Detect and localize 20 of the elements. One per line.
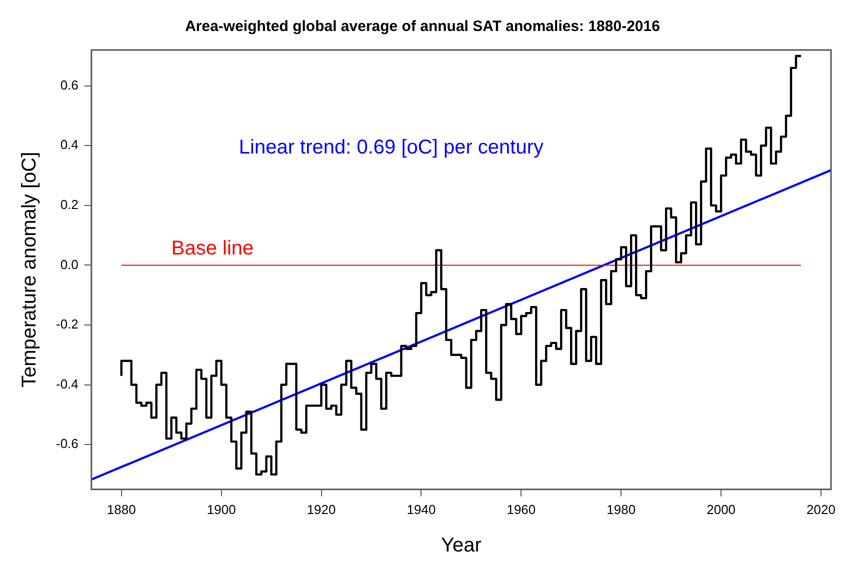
y-tick-label: 0.0 (60, 256, 78, 272)
x-tick-label: 1900 (206, 502, 236, 517)
x-tick-label: 1960 (506, 502, 536, 517)
y-tick-label: 0.4 (60, 137, 78, 152)
x-tick-label: 2020 (806, 502, 836, 517)
x-axis-title: Year (440, 534, 482, 557)
y-tick-label: 0.6 (60, 77, 78, 92)
y-tick-label: -0.2 (56, 316, 78, 332)
chart-title: Area-weighted global average of annual SAT anomalies: 1880-2016 (185, 18, 660, 36)
x-tick-label: 2000 (706, 502, 736, 517)
x-tick-label: 1880 (106, 502, 136, 517)
y-tick-label: -0.4 (56, 376, 78, 392)
x-tick-label: 1940 (406, 502, 436, 517)
text: Linear trend: 0.69 [oC] per century (238, 136, 544, 159)
y-tick-label: 0.2 (60, 197, 78, 212)
x-tick-label: 1980 (606, 502, 636, 517)
series-label: Base line (171, 238, 254, 260)
x-tick-label: 1920 (306, 502, 336, 517)
y-axis-title: Temperature anomaly [oC] (18, 152, 41, 388)
y-tick-label: -0.6 (56, 436, 78, 452)
